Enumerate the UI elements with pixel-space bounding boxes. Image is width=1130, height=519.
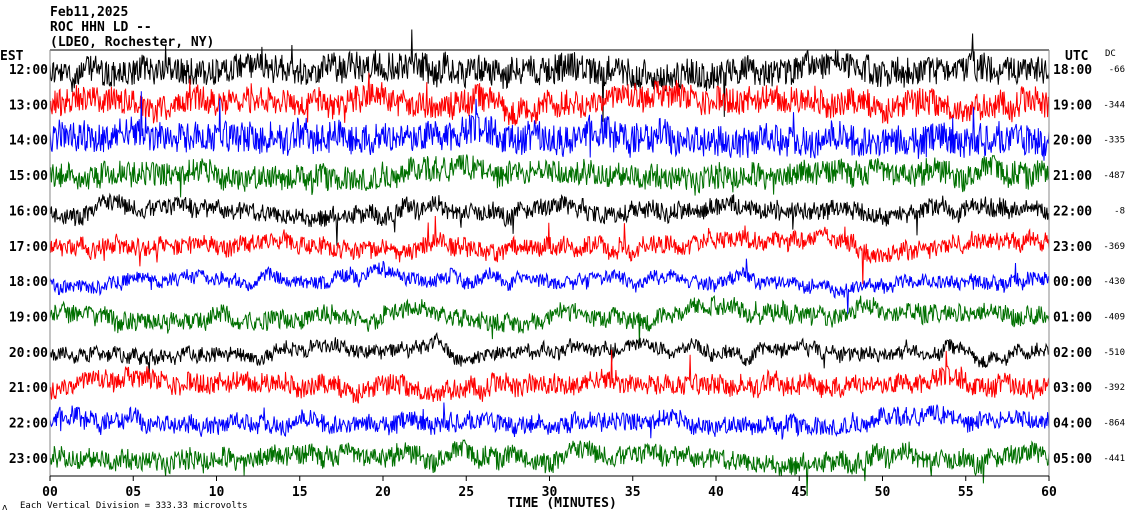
title-station: ROC HHN LD -- <box>50 20 152 35</box>
dc-value: -409 <box>1103 313 1125 323</box>
est-label: 12:00 <box>9 63 48 78</box>
trace-row-2 <box>49 91 1050 161</box>
trace-row-5 <box>49 215 1050 285</box>
utc-label: 22:00 <box>1053 204 1092 219</box>
trace-row-3 <box>49 154 1050 198</box>
x-tick-label: 05 <box>125 485 141 500</box>
x-tick-label: 15 <box>292 485 308 500</box>
dc-value: -66 <box>1109 65 1125 75</box>
trace-row-4 <box>49 192 1050 246</box>
utc-label: 01:00 <box>1053 311 1092 326</box>
left-axis-title: EST <box>0 49 24 64</box>
x-axis-title: TIME (MINUTES) <box>507 496 617 511</box>
x-tick-label: 30 <box>542 485 558 500</box>
utc-label: 18:00 <box>1053 63 1092 78</box>
utc-label: 03:00 <box>1053 381 1092 396</box>
traces <box>49 29 1050 497</box>
utc-label: 23:00 <box>1053 240 1092 255</box>
x-tick-label: 50 <box>875 485 891 500</box>
trace-row-11 <box>49 439 1050 497</box>
dc-title: DC <box>1105 49 1116 59</box>
utc-label: 20:00 <box>1053 134 1092 149</box>
trace-row-0 <box>49 29 1050 122</box>
est-label: 22:00 <box>9 417 48 432</box>
est-label: 16:00 <box>9 204 48 219</box>
x-tick-label: 20 <box>375 485 391 500</box>
dc-value: -369 <box>1103 242 1125 252</box>
utc-label: 00:00 <box>1053 275 1092 290</box>
trace-row-1 <box>49 72 1050 126</box>
x-tick-label: 25 <box>458 485 474 500</box>
utc-label: 05:00 <box>1053 452 1092 467</box>
utc-label: 02:00 <box>1053 346 1092 361</box>
x-tick-label: 45 <box>791 485 807 500</box>
x-tick-label: 40 <box>708 485 724 500</box>
trace-row-7 <box>49 295 1050 346</box>
est-label: 23:00 <box>9 452 48 467</box>
x-tick-label: 60 <box>1041 485 1057 500</box>
dc-value: -487 <box>1103 171 1125 181</box>
est-label: 13:00 <box>9 98 48 113</box>
est-label: 19:00 <box>9 311 48 326</box>
right-axis-title: UTC <box>1065 49 1088 64</box>
x-tick-label: 35 <box>625 485 641 500</box>
title-date: Feb11,2025 <box>50 5 128 20</box>
utc-label: 19:00 <box>1053 98 1092 113</box>
est-label: 21:00 <box>9 381 48 396</box>
title-location: (LDEO, Rochester, NY) <box>50 35 214 50</box>
est-label: 20:00 <box>9 346 48 361</box>
footer-mark: ʌ <box>2 503 8 513</box>
dc-value: -510 <box>1103 348 1125 358</box>
trace-row-9 <box>49 349 1050 404</box>
trace-row-6 <box>49 258 1050 315</box>
x-tick-label: 10 <box>209 485 225 500</box>
trace-row-10 <box>49 402 1050 440</box>
x-tick-label: 00 <box>42 485 58 500</box>
dc-value: -335 <box>1103 136 1125 146</box>
est-label: 14:00 <box>9 134 48 149</box>
utc-label: 04:00 <box>1053 417 1092 432</box>
dc-value: -392 <box>1103 383 1125 393</box>
dc-value: -441 <box>1103 454 1125 464</box>
dc-value: -344 <box>1103 100 1125 110</box>
est-label: 18:00 <box>9 275 48 290</box>
dc-value: -864 <box>1103 419 1125 429</box>
est-label: 15:00 <box>9 169 48 184</box>
dc-value: -8 <box>1114 206 1125 216</box>
utc-label: 21:00 <box>1053 169 1092 184</box>
est-label: 17:00 <box>9 240 48 255</box>
trace-row-8 <box>49 331 1050 377</box>
x-tick-label: 55 <box>958 485 974 500</box>
dc-value: -430 <box>1103 277 1125 287</box>
footer-scale: Each Vertical Division = 333.33 microvol… <box>20 501 248 511</box>
